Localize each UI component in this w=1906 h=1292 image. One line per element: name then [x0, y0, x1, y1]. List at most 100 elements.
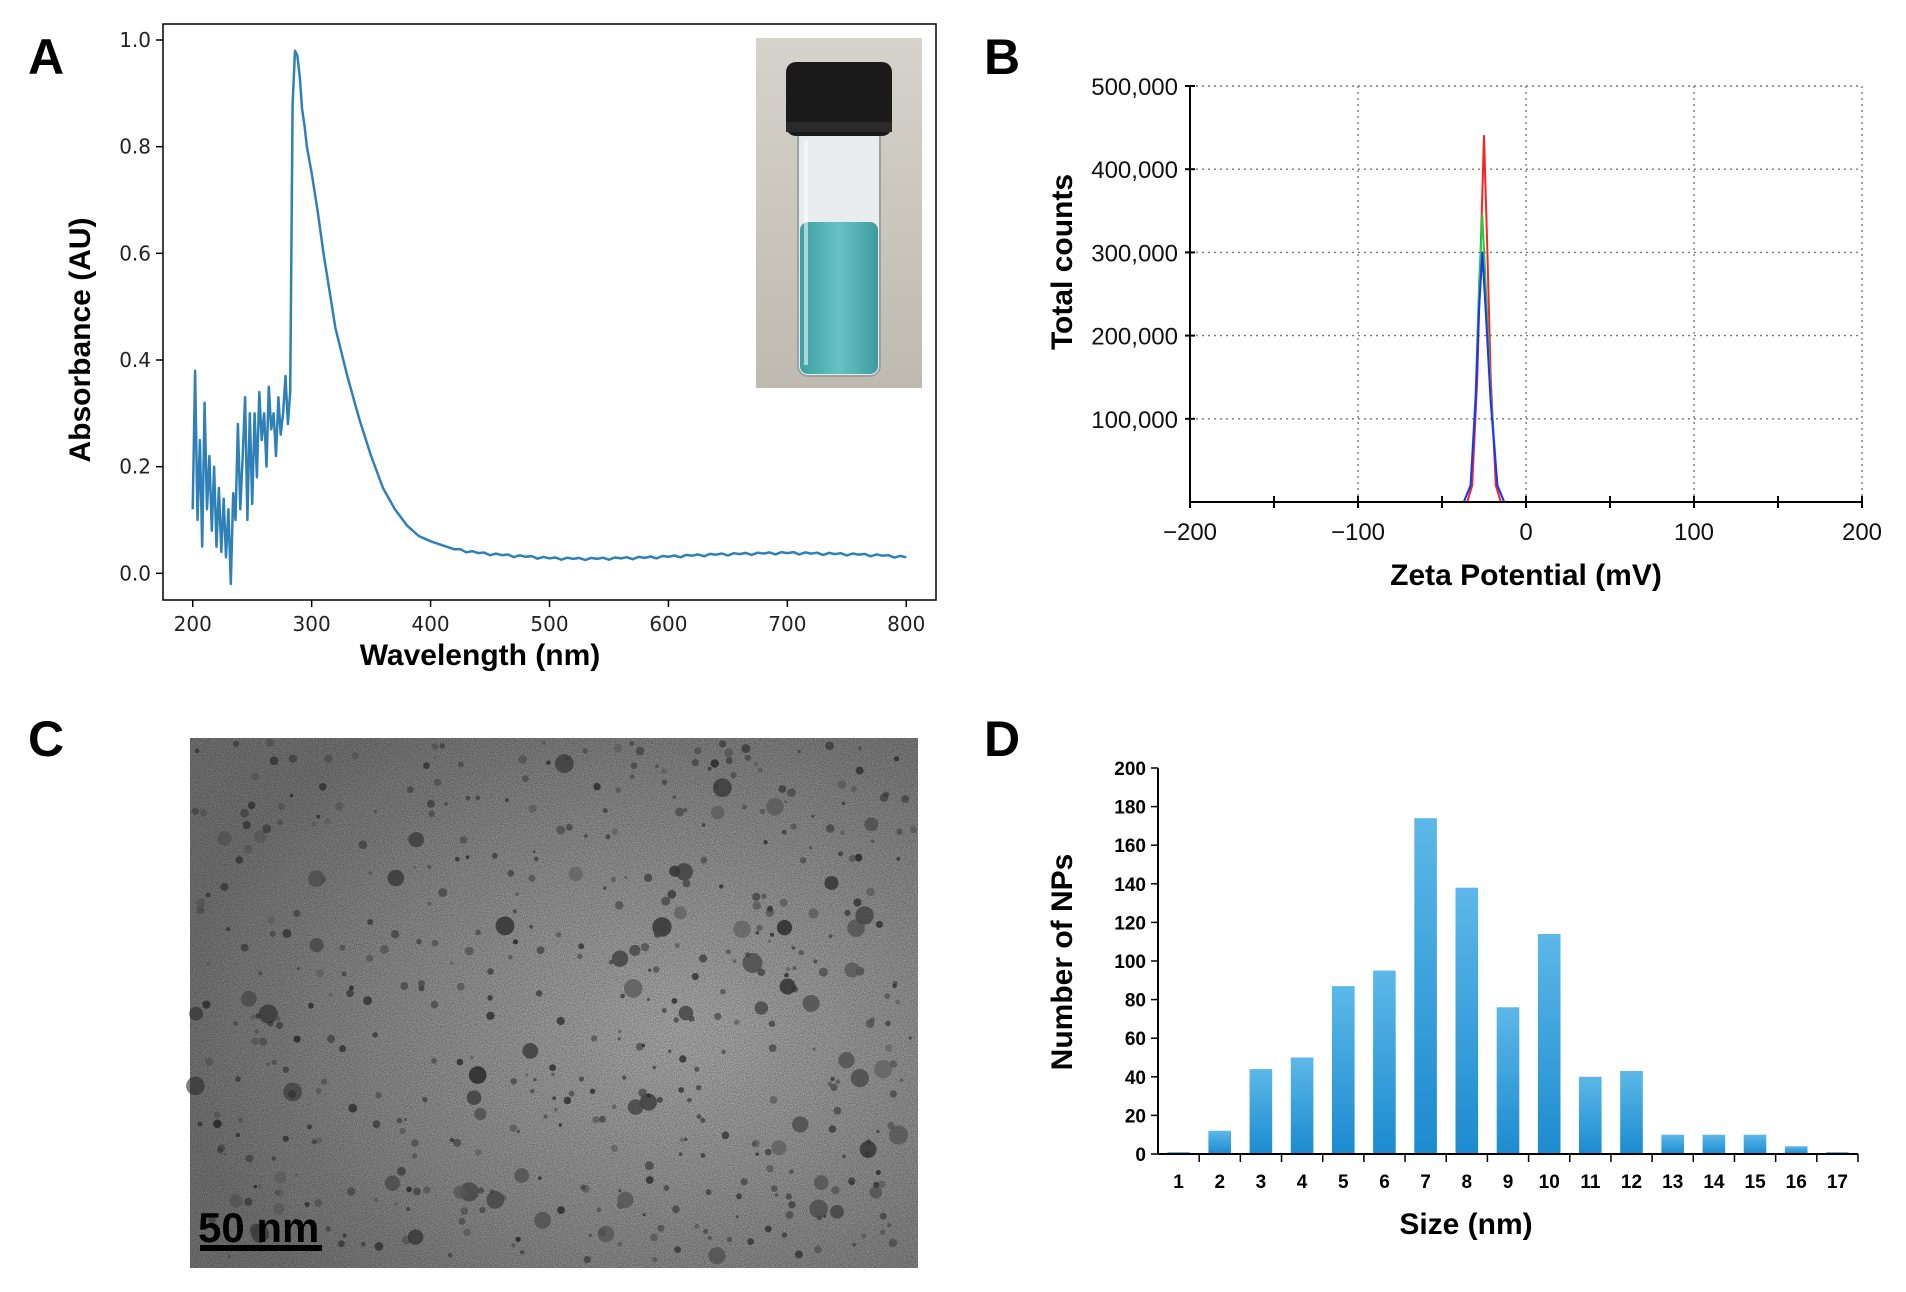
nanoparticle: [282, 1135, 289, 1142]
nanoparticle: [642, 1213, 646, 1217]
nanoparticle: [227, 1254, 231, 1259]
nanoparticle: [412, 865, 416, 869]
series-line-blue: [1190, 251, 1862, 503]
nanoparticle: [873, 1181, 880, 1188]
nanoparticle: [669, 865, 681, 877]
nanoparticle: [679, 1137, 685, 1143]
x-tick-label-d: 6: [1379, 1172, 1390, 1193]
nanoparticle: [720, 989, 726, 995]
nanoparticle: [721, 1049, 726, 1055]
nanoparticle: [423, 1186, 431, 1194]
nanoparticle: [578, 1076, 585, 1082]
y-axis-title-a: Absorbance (AU): [64, 217, 97, 462]
nanoparticle: [360, 1241, 366, 1247]
inset-vial-photo: [756, 38, 922, 388]
nanoparticle: [694, 747, 702, 755]
nanoparticle: [623, 979, 643, 998]
y-tick-label-d: 0: [1135, 1145, 1146, 1166]
nanoparticle: [624, 875, 628, 880]
nanoparticle: [412, 1153, 417, 1159]
nanoparticle: [691, 972, 699, 981]
nanoparticle: [674, 943, 680, 949]
nanoparticle: [563, 1096, 572, 1105]
nanoparticle: [238, 1117, 244, 1123]
nanoparticle: [486, 1011, 495, 1020]
nanoparticle: [438, 888, 448, 897]
nanoparticle: [741, 744, 751, 754]
bar-size-6: [1373, 970, 1396, 1154]
nanoparticle: [433, 756, 437, 760]
nanoparticle: [849, 1181, 854, 1186]
nanoparticle: [602, 808, 608, 814]
nanoparticle: [710, 759, 719, 768]
nanoparticle: [314, 1199, 323, 1207]
nanoparticle: [372, 1120, 381, 1129]
nanoparticle: [629, 944, 641, 957]
nanoparticle: [275, 1021, 284, 1030]
nanoparticle: [324, 818, 331, 824]
nanoparticle: [431, 1057, 437, 1064]
nanoparticle: [888, 1238, 898, 1248]
y-tick-label-a: 0.6: [119, 241, 151, 265]
nanoparticle: [598, 1115, 606, 1123]
nanoparticle: [638, 1088, 647, 1098]
nanoparticle: [358, 840, 368, 849]
nanoparticle: [315, 1088, 322, 1094]
y-axis-d: 0 20 40 60 80 100 120 140 160 180 200: [1114, 759, 1158, 1166]
nanoparticle: [428, 810, 435, 818]
nanoparticle: [458, 1217, 466, 1225]
nanoparticle: [684, 1137, 688, 1141]
nanoparticle: [274, 1171, 287, 1184]
nanoparticle: [672, 1205, 680, 1214]
nanoparticle: [784, 800, 788, 804]
nanoparticle: [802, 994, 820, 1012]
nanoparticle: [752, 901, 761, 910]
nanoparticle: [673, 1017, 679, 1023]
nanoparticle: [538, 1176, 542, 1180]
nanoparticle: [791, 985, 798, 993]
nanoparticle: [469, 1055, 474, 1060]
nanoparticle: [781, 1232, 788, 1238]
nanoparticle: [324, 754, 333, 763]
nanoparticle: [825, 824, 835, 833]
bar-size-10: [1537, 934, 1561, 1154]
nanoparticle: [247, 801, 256, 810]
y-tick-label-a: 1.0: [119, 28, 151, 52]
nanoparticle: [244, 1197, 253, 1206]
nanoparticle: [474, 1107, 487, 1121]
nanoparticle: [374, 1198, 379, 1202]
x-tick-label-a: 600: [649, 612, 687, 636]
nanoparticle: [191, 807, 199, 815]
nanoparticle: [613, 958, 619, 964]
grid-b: [1190, 85, 1863, 502]
nanoparticle: [465, 855, 470, 859]
nanoparticle: [450, 961, 454, 965]
panel-label-c: C: [28, 711, 64, 767]
nanoparticle: [199, 809, 208, 817]
nanoparticle: [318, 783, 327, 791]
nanoparticle: [253, 1184, 257, 1189]
nanoparticle: [413, 1187, 421, 1196]
nanoparticle: [515, 892, 519, 896]
nanoparticle: [854, 853, 863, 862]
nanoparticle: [460, 1207, 469, 1215]
nanoparticle: [282, 1066, 289, 1073]
nanoparticle: [500, 1194, 507, 1201]
nanoparticle: [475, 795, 481, 801]
nanoparticle: [695, 1085, 702, 1091]
nanoparticle: [855, 906, 874, 925]
nanoparticle: [229, 1194, 243, 1208]
nanoparticle: [696, 1114, 702, 1119]
nanoparticle: [240, 943, 249, 952]
nanoparticle: [798, 950, 804, 956]
nanoparticle: [617, 1191, 634, 1208]
nanoparticle: [266, 738, 274, 747]
nanoparticle: [543, 1114, 548, 1119]
nanoparticle: [787, 788, 796, 797]
y-tick-label-a: 0.4: [119, 348, 151, 372]
nanoparticle: [464, 946, 474, 956]
nanoparticle: [885, 1044, 893, 1052]
nanoparticle: [721, 1131, 730, 1140]
nanoparticle: [316, 814, 321, 819]
x-tick-label-d: 1: [1173, 1172, 1184, 1193]
